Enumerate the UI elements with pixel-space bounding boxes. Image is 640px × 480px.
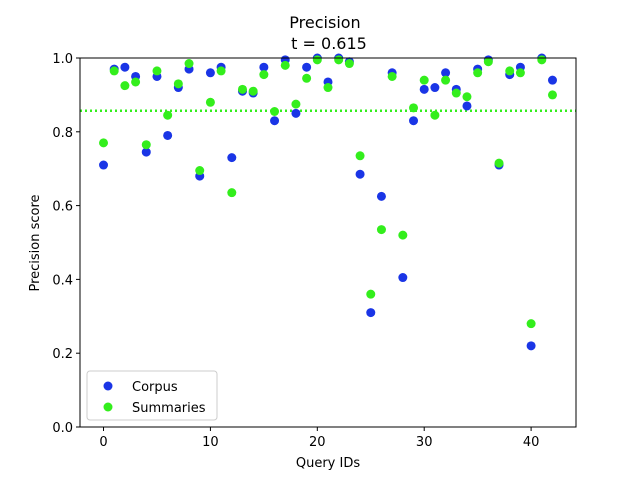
summaries-point-27 <box>387 71 397 81</box>
summaries-point-6 <box>163 110 173 120</box>
y-tick-label: 0.6 <box>52 200 73 215</box>
corpus-point-29 <box>409 116 419 126</box>
corpus-point-19 <box>302 62 312 72</box>
y-axis-label: Precision score <box>28 194 43 291</box>
corpus-point-6 <box>163 130 173 140</box>
x-tick-label: 30 <box>416 435 433 450</box>
summaries-point-41 <box>537 55 547 65</box>
summaries-point-17 <box>280 60 290 70</box>
summaries-point-0 <box>99 138 109 148</box>
summaries-point-37 <box>494 158 504 168</box>
summaries-point-8 <box>184 59 194 69</box>
summaries-point-1 <box>109 66 119 76</box>
summaries-point-40 <box>526 319 536 329</box>
corpus-point-42 <box>547 75 557 85</box>
summaries-point-30 <box>419 75 429 85</box>
summaries-point-16 <box>270 107 280 117</box>
summaries-point-5 <box>152 66 162 76</box>
summaries-point-13 <box>237 84 247 94</box>
corpus-point-25 <box>366 308 376 318</box>
summaries-point-32 <box>441 75 451 85</box>
chart-subtitle: t = 0.615 <box>291 34 367 53</box>
x-tick-label: 40 <box>523 435 540 450</box>
corpus-point-16 <box>270 116 280 126</box>
legend-box <box>86 370 218 421</box>
summaries-point-42 <box>547 90 557 100</box>
summaries-point-34 <box>462 92 472 102</box>
summaries-point-33 <box>451 88 461 98</box>
summaries-point-9 <box>195 166 205 176</box>
summaries-point-28 <box>398 230 408 240</box>
corpus-point-32 <box>441 68 451 78</box>
summaries-point-38 <box>505 66 515 76</box>
y-tick-label: 0.4 <box>52 273 73 288</box>
corpus-point-15 <box>259 62 269 72</box>
x-axis-ticks: 0 10 20 30 40 <box>99 427 539 450</box>
summaries-point-12 <box>227 188 237 198</box>
corpus-point-24 <box>355 169 365 179</box>
summaries-point-14 <box>248 86 258 96</box>
summaries-point-4 <box>141 140 151 150</box>
y-tick-label: 0.0 <box>52 421 73 436</box>
summaries-point-21 <box>323 83 333 93</box>
summaries-point-20 <box>312 55 322 65</box>
legend: Corpus Summaries <box>86 370 218 421</box>
x-tick-label: 0 <box>99 435 107 450</box>
summaries-point-35 <box>473 68 483 78</box>
corpus-point-4 <box>141 147 151 157</box>
corpus-point-10 <box>205 68 215 78</box>
chart-title: Precision <box>289 13 360 32</box>
legend-label-summaries: Summaries <box>132 401 206 416</box>
corpus-point-26 <box>376 191 386 201</box>
y-tick-label: 0.2 <box>52 347 73 362</box>
summaries-point-11 <box>216 66 226 76</box>
summaries-point-36 <box>483 57 493 67</box>
axes-frame <box>79 57 577 428</box>
corpus-point-31 <box>430 83 440 93</box>
summaries-point-3 <box>131 77 141 87</box>
legend-label-corpus: Corpus <box>132 380 178 395</box>
summaries-point-10 <box>205 97 215 107</box>
legend-marker-corpus <box>103 381 113 391</box>
y-tick-label: 0.8 <box>52 126 73 141</box>
y-axis-ticks: 0.0 0.2 0.4 0.6 0.8 1.0 <box>52 52 80 436</box>
summaries-point-18 <box>291 99 301 109</box>
corpus-point-12 <box>227 153 237 163</box>
summaries-point-23 <box>344 59 354 69</box>
data-points <box>99 53 557 351</box>
summaries-point-7 <box>173 79 183 89</box>
summaries-point-26 <box>376 225 386 235</box>
x-tick-label: 20 <box>309 435 326 450</box>
summaries-point-22 <box>334 55 344 65</box>
corpus-point-28 <box>398 273 408 283</box>
summaries-point-25 <box>366 289 376 299</box>
summaries-point-2 <box>120 81 130 91</box>
corpus-point-34 <box>462 101 472 111</box>
summaries-point-24 <box>355 151 365 161</box>
summaries-point-19 <box>302 73 312 83</box>
y-tick-label: 1.0 <box>52 52 73 67</box>
summaries-point-15 <box>259 70 269 80</box>
x-tick-label: 10 <box>202 435 219 450</box>
corpus-point-2 <box>120 62 130 72</box>
corpus-point-30 <box>419 84 429 94</box>
x-axis-label: Query IDs <box>296 456 360 471</box>
summaries-point-29 <box>409 103 419 113</box>
legend-marker-summaries <box>103 402 113 412</box>
corpus-point-40 <box>526 341 536 351</box>
plot-area <box>79 53 577 428</box>
corpus-point-18 <box>291 108 301 118</box>
summaries-point-31 <box>430 110 440 120</box>
summaries-point-39 <box>515 68 525 78</box>
corpus-point-0 <box>99 160 109 170</box>
